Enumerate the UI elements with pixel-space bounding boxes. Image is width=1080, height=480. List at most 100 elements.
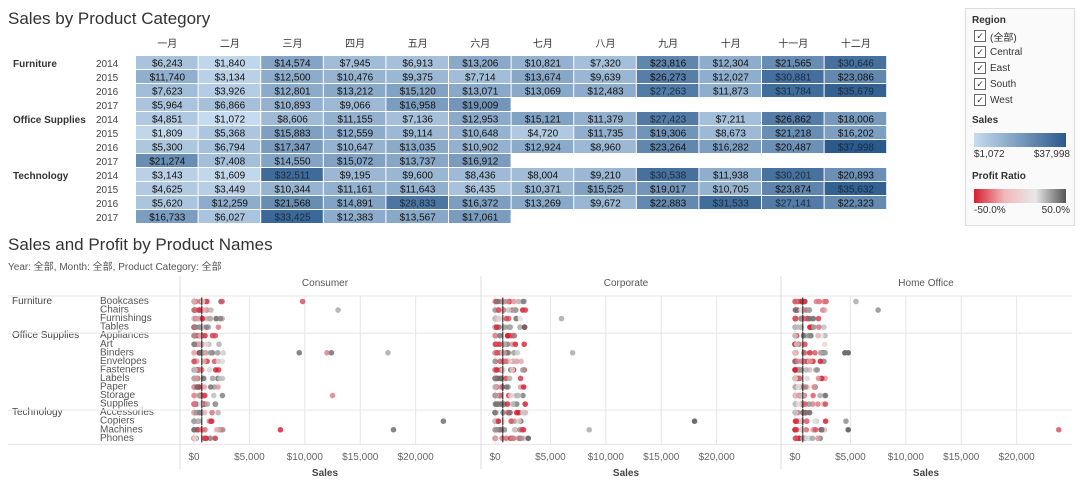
heatmap-cell[interactable] — [449, 98, 511, 111]
sales-point[interactable] — [201, 409, 208, 416]
heatmap-cell[interactable] — [323, 168, 386, 181]
sales-point[interactable] — [792, 298, 799, 305]
sales-point[interactable] — [822, 332, 828, 339]
heatmap-cell[interactable] — [136, 84, 198, 97]
heatmap-cell[interactable] — [699, 126, 761, 139]
heatmap-cell[interactable] — [824, 182, 887, 195]
sales-point[interactable] — [511, 426, 518, 433]
heatmap-cell[interactable] — [261, 84, 323, 97]
sales-point[interactable] — [493, 324, 500, 330]
sales-point[interactable] — [815, 375, 822, 382]
sales-point[interactable] — [795, 384, 801, 390]
sales-point[interactable] — [514, 350, 521, 356]
sales-point[interactable] — [802, 401, 808, 407]
heatmap-cell[interactable] — [386, 70, 448, 83]
sales-point[interactable] — [520, 426, 527, 433]
sales-point[interactable] — [196, 392, 202, 399]
sales-point[interactable] — [804, 435, 810, 442]
sales-point[interactable] — [212, 401, 219, 407]
sales-point[interactable] — [804, 375, 811, 382]
sales-point[interactable] — [494, 350, 500, 356]
sales-point[interactable] — [513, 315, 519, 322]
sales-point[interactable] — [520, 409, 526, 416]
sales-point[interactable] — [797, 367, 803, 373]
heatmap-cell[interactable] — [323, 70, 386, 83]
heatmap-cell[interactable] — [323, 98, 386, 111]
heatmap-cell[interactable] — [261, 56, 323, 69]
sales-point[interactable] — [520, 384, 527, 390]
sales-point[interactable] — [329, 392, 336, 399]
sales-point[interactable] — [822, 401, 829, 407]
sales-point[interactable] — [507, 324, 514, 330]
sales-point[interactable] — [845, 350, 851, 356]
sales-point[interactable] — [507, 409, 513, 416]
heatmap-cell[interactable] — [699, 140, 761, 153]
sales-point[interactable] — [803, 367, 809, 373]
sales-point[interactable] — [558, 315, 565, 322]
heatmap-cell[interactable] — [261, 154, 323, 167]
heatmap-cell[interactable] — [449, 168, 511, 181]
heatmap-cell[interactable] — [511, 126, 574, 139]
region-filter-item[interactable]: ✓ South — [974, 77, 1016, 91]
check-icon[interactable]: ✓ — [974, 46, 986, 58]
sales-point[interactable] — [513, 307, 519, 313]
heatmap-cell[interactable] — [449, 84, 511, 97]
heatmap-cell[interactable] — [636, 112, 699, 125]
sales-point[interactable] — [792, 426, 798, 433]
sales-point[interactable] — [497, 392, 504, 399]
sales-point[interactable] — [812, 350, 818, 356]
heatmap-cell[interactable] — [198, 154, 261, 167]
heatmap-cell[interactable] — [198, 196, 261, 209]
sales-point[interactable] — [492, 332, 499, 339]
sales-point[interactable] — [215, 324, 222, 330]
sales-point[interactable] — [817, 358, 824, 365]
heatmap-cell[interactable] — [136, 140, 198, 153]
sales-point[interactable] — [495, 307, 502, 313]
heatmap-cell[interactable] — [699, 56, 761, 69]
sales-point[interactable] — [390, 426, 397, 433]
heatmap-cell[interactable] — [386, 154, 448, 167]
sales-point[interactable] — [806, 409, 813, 416]
heatmap-cell[interactable] — [449, 126, 511, 139]
sales-point[interactable] — [519, 367, 526, 373]
heatmap-cell[interactable] — [762, 196, 824, 209]
sales-point[interactable] — [201, 358, 207, 365]
heatmap-cell[interactable] — [824, 196, 887, 209]
check-icon[interactable]: ✓ — [974, 30, 986, 42]
sales-point[interactable] — [204, 298, 210, 305]
sales-point[interactable] — [515, 298, 522, 305]
sales-point[interactable] — [203, 350, 209, 356]
sales-point[interactable] — [208, 307, 214, 313]
sales-point[interactable] — [815, 332, 821, 339]
sales-point[interactable] — [199, 298, 206, 305]
sales-point[interactable] — [511, 298, 517, 305]
sales-point[interactable] — [203, 341, 210, 348]
heatmap-cell[interactable] — [323, 56, 386, 69]
heatmap-cell[interactable] — [136, 112, 198, 125]
heatmap-cell[interactable] — [261, 196, 323, 209]
sales-point[interactable] — [822, 350, 828, 356]
heatmap-cell[interactable] — [511, 56, 574, 69]
sales-point[interactable] — [807, 324, 813, 330]
sales-point[interactable] — [520, 392, 526, 399]
heatmap-cell[interactable] — [136, 154, 198, 167]
heatmap-cell[interactable] — [323, 154, 386, 167]
heatmap-cell[interactable] — [574, 126, 636, 139]
sales-point[interactable] — [191, 307, 198, 313]
sales-point[interactable] — [691, 418, 698, 424]
heatmap-cell[interactable] — [198, 112, 261, 125]
sales-point[interactable] — [505, 307, 512, 313]
heatmap-cell[interactable] — [511, 70, 574, 83]
heatmap-cell[interactable] — [824, 56, 887, 69]
sales-point[interactable] — [196, 307, 203, 313]
heatmap-cell[interactable] — [574, 168, 636, 181]
heatmap-cell[interactable] — [574, 56, 636, 69]
sales-point[interactable] — [821, 324, 827, 330]
heatmap-cell[interactable] — [136, 182, 198, 195]
region-filter-item[interactable]: ✓ Central — [974, 45, 1022, 59]
heatmap-cell[interactable] — [449, 196, 511, 209]
sales-point[interactable] — [192, 367, 199, 373]
heatmap-cell[interactable] — [574, 84, 636, 97]
sales-point[interactable] — [803, 426, 810, 433]
heatmap-cell[interactable] — [386, 112, 448, 125]
